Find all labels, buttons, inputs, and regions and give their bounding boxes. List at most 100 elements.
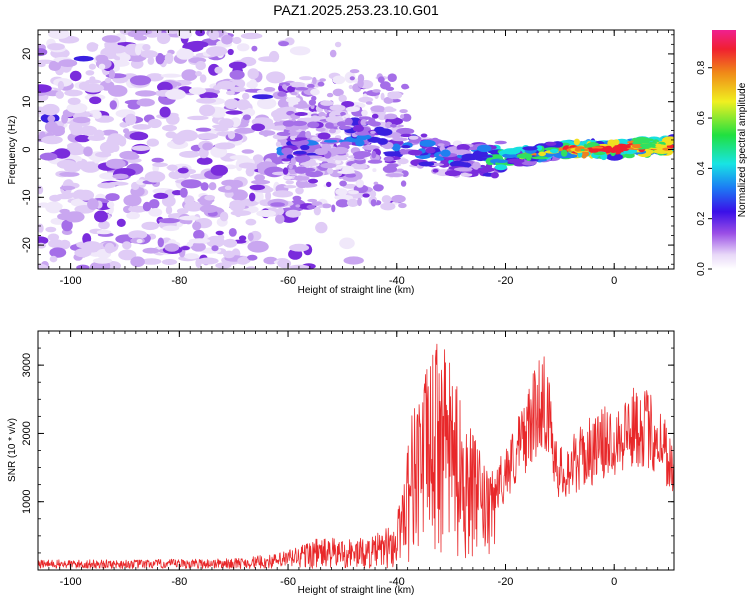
spectral-blob: [385, 173, 404, 178]
spectral-blob: [344, 117, 353, 126]
spectral-blob: [202, 142, 213, 151]
spectral-blob: [487, 150, 498, 154]
spectral-blob: [342, 183, 358, 189]
spectral-blob: [613, 139, 620, 146]
spectral-blob: [215, 262, 232, 269]
spectral-blob: [357, 79, 364, 88]
spectral-blob: [177, 167, 189, 174]
spectral-blob: [318, 204, 323, 208]
spectral-blob: [573, 138, 581, 146]
spectral-blob: [326, 181, 332, 188]
spectral-blob: [224, 98, 239, 110]
spectral-blob: [325, 116, 344, 123]
spectral-blob: [251, 45, 258, 52]
spectral-blob: [257, 97, 277, 110]
snr-series-line: [38, 343, 674, 569]
spectral-blob: [372, 89, 381, 93]
spectral-blob: [401, 145, 411, 149]
spectral-blob: [490, 154, 503, 158]
top-ylabel: Frequency (Hz): [7, 116, 18, 185]
spectral-blob: [76, 264, 90, 269]
spectral-blob: [242, 114, 251, 121]
spectral-blob: [128, 230, 148, 240]
spectral-blob: [472, 161, 481, 170]
spectral-blob: [516, 153, 533, 159]
spectral-blob: [437, 143, 445, 147]
spectral-blob: [153, 192, 169, 199]
spectral-blob: [44, 121, 59, 133]
spectral-blob: [358, 116, 372, 120]
spectral-blob: [146, 138, 159, 147]
spectral-blob: [315, 127, 326, 132]
spectral-blob: [221, 34, 233, 45]
spectral-blob: [249, 184, 265, 191]
spectral-blob: [380, 92, 385, 101]
spectral-blob: [440, 149, 451, 157]
spectral-blob: [354, 131, 370, 136]
spectral-blob: [283, 176, 293, 180]
spectral-blob: [294, 87, 309, 91]
spectral-blob: [276, 207, 284, 216]
x-tick-label: -40: [389, 576, 405, 588]
spectral-blob: [263, 87, 276, 92]
spectral-blob: [247, 240, 269, 253]
spectral-blob: [358, 96, 374, 103]
spectral-blob: [41, 135, 63, 145]
spectral-blob: [85, 79, 102, 84]
spectral-blob: [538, 151, 546, 157]
spectral-blob: [45, 226, 57, 233]
spectral-blob: [368, 117, 376, 126]
spectral-blob: [340, 141, 353, 146]
spectral-blob: [229, 199, 246, 212]
spectral-blob: [536, 145, 543, 151]
spectral-blob: [41, 103, 60, 116]
spectral-blob: [219, 211, 229, 222]
spectral-blob: [112, 173, 129, 179]
spectral-blob: [86, 42, 99, 49]
spectral-blob: [305, 170, 324, 178]
spectral-blob: [357, 197, 362, 207]
y-tick-label: 3000: [21, 353, 33, 377]
spectral-blob: [367, 159, 383, 164]
spectral-blob: [298, 124, 310, 130]
spectral-blob: [251, 123, 265, 132]
top-xlabel: Height of straight line (km): [298, 285, 415, 296]
spectral-blob: [184, 201, 204, 212]
spectral-blob: [294, 112, 308, 116]
spectral-blob: [606, 153, 623, 161]
spectral-blob: [98, 63, 106, 70]
spectral-blob: [494, 164, 508, 171]
bottom-axes: -100 -80 -60 -40 -20 0 1000 2000 3000: [21, 330, 674, 588]
spectral-blob: [240, 107, 256, 117]
spectral-blob: [236, 99, 251, 110]
spectral-blob: [278, 41, 289, 47]
spectral-blob: [276, 131, 291, 136]
spectral-blob: [179, 150, 201, 158]
spectral-blob: [177, 129, 198, 142]
spectral-blob: [197, 257, 219, 265]
spectral-blob: [188, 238, 211, 244]
spectral-blob: [211, 245, 219, 252]
spectral-blob: [252, 154, 264, 164]
spectral-blob: [386, 163, 399, 168]
spectral-blob: [282, 84, 287, 89]
spectral-blob: [574, 148, 581, 152]
spectral-blob: [313, 206, 321, 216]
spectral-blob: [161, 259, 178, 265]
spectral-blob: [639, 143, 655, 148]
spectral-blob: [308, 178, 318, 184]
spectral-blob: [69, 70, 82, 82]
spectral-blob: [345, 173, 357, 178]
spectral-blob: [234, 127, 255, 134]
spectral-blob: [246, 80, 258, 89]
spectral-blob: [119, 122, 128, 128]
y-tick-label: 0: [21, 146, 33, 152]
spectral-blob: [356, 134, 372, 140]
spectral-blob: [59, 239, 71, 250]
spectral-blob: [49, 60, 58, 70]
spectral-blob: [502, 148, 521, 155]
spectral-blob: [237, 256, 249, 265]
spectral-blob: [74, 248, 92, 258]
spectral-blob: [272, 190, 294, 198]
